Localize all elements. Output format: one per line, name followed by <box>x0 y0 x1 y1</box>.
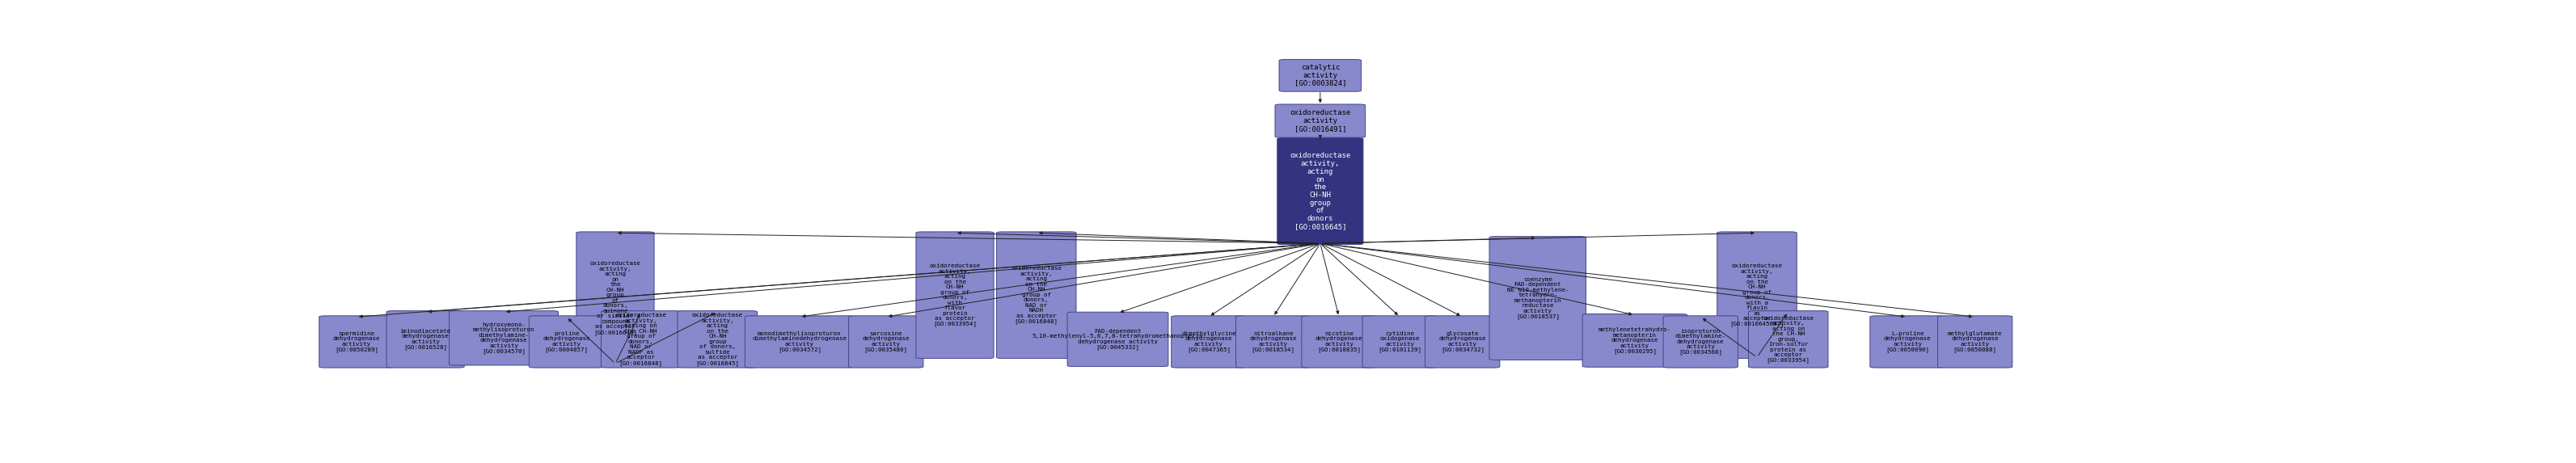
Text: sarcosine
dehydrogenase
activity
[GO:0035480]: sarcosine dehydrogenase activity [GO:003… <box>863 331 909 352</box>
FancyBboxPatch shape <box>577 232 654 364</box>
FancyBboxPatch shape <box>1489 237 1587 360</box>
FancyBboxPatch shape <box>848 316 922 368</box>
Text: dimethylglycine
dehydrogenase
activity
[GO:0047365]: dimethylglycine dehydrogenase activity [… <box>1182 331 1236 352</box>
FancyBboxPatch shape <box>1749 311 1829 368</box>
FancyBboxPatch shape <box>997 232 1077 358</box>
Text: coenzyme
FAD-dependent
NE N10-methylene-
tetrahydro-
methanopterin
reductase
act: coenzyme FAD-dependent NE N10-methylene-… <box>1507 277 1569 319</box>
Text: oxidoreductase
activity,
acting
on
the
CH-NH
group
of
donors,
quinone
or similar: oxidoreductase activity, acting on the C… <box>590 261 641 335</box>
FancyBboxPatch shape <box>386 311 464 368</box>
Text: oxidoreductase
activity,
acting
on the
CH-NH
group of
donors,
NAD or
NADH
as acc: oxidoreductase activity, acting on the C… <box>1010 266 1061 324</box>
FancyBboxPatch shape <box>1280 59 1360 92</box>
Text: oxidoreductase
activity,
acting on
the CH-NH
group of
donors,
NAD or
NADP as
acc: oxidoreductase activity, acting on the C… <box>616 313 667 366</box>
Text: oxidoreductase
activity,
acting
on the
CH-NH
group
of donors,
sulfide
as accepto: oxidoreductase activity, acting on the C… <box>693 313 742 366</box>
Text: methylglutamate
dehydrogenase
activity
[GO:0050088]: methylglutamate dehydrogenase activity [… <box>1947 331 2002 352</box>
FancyBboxPatch shape <box>677 311 757 368</box>
FancyBboxPatch shape <box>600 311 680 368</box>
FancyBboxPatch shape <box>1066 312 1170 367</box>
Text: glycosate
dehydrogenase
activity
[GO:0034732]: glycosate dehydrogenase activity [GO:003… <box>1440 331 1486 352</box>
FancyBboxPatch shape <box>1937 316 2012 368</box>
FancyBboxPatch shape <box>1236 316 1311 368</box>
FancyBboxPatch shape <box>1870 316 1945 368</box>
Text: L-proline
dehydrogenase
activity
[GO:0050090]: L-proline dehydrogenase activity [GO:005… <box>1883 331 1932 352</box>
FancyBboxPatch shape <box>319 316 394 368</box>
FancyBboxPatch shape <box>1301 316 1376 368</box>
FancyBboxPatch shape <box>1275 104 1365 138</box>
FancyBboxPatch shape <box>1363 316 1437 368</box>
FancyBboxPatch shape <box>528 316 603 368</box>
Text: nicotine
dehydrogenase
activity
[GO:0018835]: nicotine dehydrogenase activity [GO:0018… <box>1316 331 1363 352</box>
FancyBboxPatch shape <box>744 316 855 368</box>
Text: methylenetetrahydro-
metanopterin
dehydrogenase
activity
[GO:0030295]: methylenetetrahydro- metanopterin dehydr… <box>1597 327 1672 354</box>
FancyBboxPatch shape <box>917 232 994 358</box>
FancyBboxPatch shape <box>448 311 559 365</box>
Text: FAD-dependent
5,10-methylenyl-5,6,7,8-tetrahydromethanopterin
dehydrogenase acti: FAD-dependent 5,10-methylenyl-5,6,7,8-te… <box>1033 329 1203 350</box>
Text: oxidoreductase
activity
[GO:0016491]: oxidoreductase activity [GO:0016491] <box>1291 109 1350 132</box>
FancyBboxPatch shape <box>1664 316 1739 368</box>
Text: monodimethylisoproturon
dimethylaminedehydrogenase
activity
[GO:0034572]: monodimethylisoproturon dimethylaminedeh… <box>752 331 848 352</box>
Text: catalytic
activity
[GO:0003824]: catalytic activity [GO:0003824] <box>1293 64 1347 87</box>
FancyBboxPatch shape <box>1582 314 1687 367</box>
Text: oxidoreductase
activity,
acting
on the
CH-NH
group of
donors,
with
flavor
protei: oxidoreductase activity, acting on the C… <box>930 263 981 327</box>
Text: isoproturon
dimethylamine-
dehydrogenase
activity
[GO:0034568]: isoproturon dimethylamine- dehydrogenase… <box>1674 329 1726 355</box>
Text: oxidoreductase
activity,
acting
on
the
CH-NH
group
of
donors
[GO:0016645]: oxidoreductase activity, acting on the C… <box>1291 152 1350 230</box>
Text: iminodiacetate
dehydrogenase
activity
[GO:0016528]: iminodiacetate dehydrogenase activity [G… <box>399 329 451 350</box>
Text: oxidoreductase
activity,
acting on
the CH-NH
group,
Iron-sulfur
protein as
accep: oxidoreductase activity, acting on the C… <box>1762 316 1814 363</box>
Text: nitroalkane
dehydrogenase
activity
[GO:0018534]: nitroalkane dehydrogenase activity [GO:0… <box>1249 331 1296 352</box>
Text: oxidoreductase
activity,
acting
on the
CH-NH
group of
donors,
with a
flavin
as
a: oxidoreductase activity, acting on the C… <box>1728 263 1785 327</box>
FancyBboxPatch shape <box>1172 316 1247 368</box>
Text: spermidine
dehydrogenase
activity
[GO:0050289]: spermidine dehydrogenase activity [GO:00… <box>332 331 381 352</box>
Text: proline
dehydrogenase
activity
[GO:0004857]: proline dehydrogenase activity [GO:00048… <box>544 331 590 352</box>
Text: cytidine
oxidogenase
activity
[GO:0101139]: cytidine oxidogenase activity [GO:010113… <box>1378 331 1422 352</box>
FancyBboxPatch shape <box>1718 232 1798 358</box>
Text: hydroxymono-
methylisoproturon
dimethylamine-
dehydrogenase
activity
[GO:0034570: hydroxymono- methylisoproturon dimethyla… <box>474 322 536 354</box>
FancyBboxPatch shape <box>1425 316 1499 368</box>
FancyBboxPatch shape <box>1278 138 1363 244</box>
